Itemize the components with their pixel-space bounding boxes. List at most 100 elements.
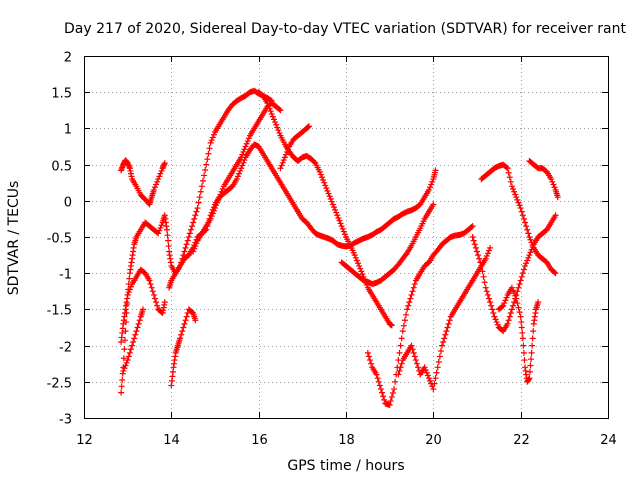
data-point <box>406 299 413 306</box>
data-point <box>239 162 246 169</box>
data-point <box>268 110 275 117</box>
data-point <box>186 230 193 237</box>
data-point <box>281 154 288 161</box>
data-point <box>317 171 324 178</box>
data-point <box>207 212 214 219</box>
data-point <box>514 300 521 307</box>
data-point <box>126 286 133 293</box>
data-point <box>522 262 529 269</box>
data-point <box>376 382 383 389</box>
data-point <box>430 386 437 393</box>
data-point <box>415 364 422 371</box>
data-point <box>274 124 281 131</box>
data-point <box>404 306 411 313</box>
data-point <box>165 237 172 244</box>
data-point <box>199 177 206 184</box>
data-point <box>191 245 198 252</box>
data-point <box>481 279 488 286</box>
data-point <box>185 234 192 240</box>
data-point <box>151 295 158 302</box>
data-point <box>119 376 126 383</box>
data-point <box>356 262 363 269</box>
data-point <box>535 299 542 306</box>
data-point <box>471 241 478 248</box>
data-point <box>500 302 507 309</box>
data-point <box>237 167 244 174</box>
data-point <box>512 292 519 299</box>
data-point <box>487 299 494 306</box>
data-point <box>156 173 163 180</box>
data-point <box>479 268 486 275</box>
data-point <box>203 226 210 233</box>
data-point <box>476 255 483 262</box>
data-point <box>339 225 346 232</box>
series-15 <box>526 157 561 201</box>
data-point <box>552 270 559 277</box>
data-point <box>330 204 337 211</box>
series-14 <box>478 161 559 277</box>
data-point <box>388 394 395 401</box>
data-point <box>364 349 371 356</box>
series-4 <box>120 306 146 374</box>
y-tick-label: -2.5 <box>47 377 72 392</box>
series-16 <box>495 284 542 385</box>
ticks <box>84 56 609 419</box>
data-point <box>483 253 490 260</box>
data-point <box>474 248 480 255</box>
data-point <box>411 353 418 360</box>
data-point <box>398 335 405 342</box>
data-point <box>386 401 393 408</box>
data-point <box>472 244 479 251</box>
data-point <box>129 342 136 349</box>
data-point <box>272 119 279 126</box>
data-point <box>516 281 523 288</box>
data-point <box>333 209 340 216</box>
data-point <box>277 107 284 114</box>
data-point <box>305 123 312 130</box>
data-point <box>318 174 325 181</box>
data-point <box>515 284 522 291</box>
data-point <box>236 170 243 177</box>
data-point <box>523 260 530 267</box>
x-tick-label: 24 <box>600 433 617 448</box>
data-point <box>527 362 534 369</box>
data-point <box>504 320 511 327</box>
data-point <box>337 220 344 227</box>
data-point <box>127 283 134 290</box>
data-point <box>437 348 444 355</box>
y-axis-title: SDTVAR / TECUs <box>6 181 22 296</box>
series-1 <box>118 157 168 208</box>
data-point <box>398 360 405 367</box>
data-point <box>132 331 139 338</box>
data-point <box>120 355 127 362</box>
data-point <box>341 231 348 238</box>
data-point <box>526 252 533 259</box>
data-point <box>511 299 518 306</box>
data-point <box>181 320 188 327</box>
data-point <box>198 183 205 190</box>
data-point <box>336 217 343 224</box>
data-point <box>209 206 216 213</box>
data-point <box>413 360 420 367</box>
data-point <box>131 335 138 342</box>
data-point <box>157 224 164 231</box>
y-tick-label: 0 <box>64 196 72 211</box>
data-point <box>519 329 526 336</box>
data-point <box>480 273 487 280</box>
y-tick-label: 2 <box>64 51 72 66</box>
data-point <box>121 346 128 353</box>
data-point <box>329 201 336 208</box>
data-point <box>410 349 417 356</box>
data-point <box>126 275 133 282</box>
data-point <box>273 121 280 128</box>
data-point <box>124 357 131 364</box>
data-point <box>181 248 188 255</box>
data-point <box>425 186 432 193</box>
data-point <box>203 161 210 168</box>
series-5 <box>168 306 199 389</box>
data-point <box>511 188 518 195</box>
data-point <box>148 284 155 291</box>
data-point <box>357 265 364 272</box>
data-point <box>410 284 417 291</box>
data-point <box>525 254 532 261</box>
